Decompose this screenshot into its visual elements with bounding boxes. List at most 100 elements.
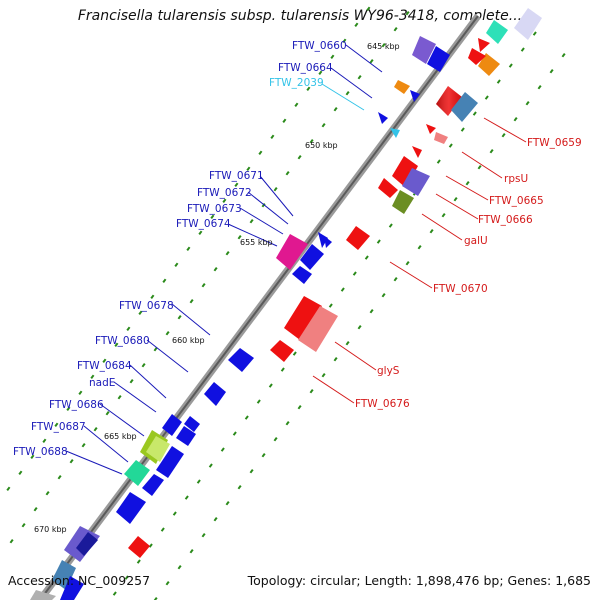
tick-mark [381,42,386,48]
gene-galU[interactable] [392,190,414,214]
gene-ftw-0660[interactable] [412,36,450,72]
tick-mark [124,575,129,580]
tick-mark [256,399,261,404]
tick-mark [270,134,275,139]
tick-mark [210,214,215,219]
gene-ftw-0686[interactable] [140,430,170,464]
genome-backbone [37,13,481,600]
tick-mark [249,469,254,474]
tick-mark [189,548,194,554]
tick-mark [150,294,155,299]
tick-mark [345,91,350,96]
tick-mark [117,395,122,400]
tick-mark [472,111,477,116]
gene-ftw-0673[interactable] [276,234,308,270]
gene-ftw-0659[interactable] [436,86,462,116]
tick-mark [376,239,381,244]
gene-ftw-0664[interactable] [394,80,420,102]
gene-glyS[interactable] [284,296,338,352]
kbp-label-655: 655 kbp [240,238,273,247]
tick-mark [237,235,242,240]
gene-ftw-0688[interactable] [116,460,164,524]
label-ftw-0672: FTW_0672 [197,187,252,199]
gene-ftw-0676[interactable] [270,340,294,362]
tick-mark [357,325,362,330]
tick-mark [352,271,357,276]
gene-teal-top[interactable] [486,20,508,44]
label-ftw-0687: FTW_0687 [31,421,86,433]
tick-mark [306,86,311,91]
tick-mark [160,527,165,532]
tick-mark [460,127,465,132]
gene-features [30,8,542,600]
tick-mark [246,166,251,171]
gene-ftw-0678[interactable] [228,348,254,372]
tick-mark [309,139,314,144]
tick-mark [177,564,182,570]
tick-mark [381,293,386,298]
tick-mark [69,459,74,464]
tick-mark [208,463,213,468]
accession-text: Accession: NC_009257 [8,573,151,588]
tick-mark [148,543,153,548]
tick-mark [342,38,347,44]
tick-mark [258,150,263,155]
tick-mark [436,159,441,164]
gene-ftw-0680[interactable] [204,382,226,406]
tick-mark [364,255,369,260]
gene-ftw-0684[interactable] [184,416,200,432]
label-ftw-0676: FTW_0676 [355,398,410,410]
tick-mark [9,538,14,544]
tick-mark [513,117,518,122]
tick-mark [201,283,206,288]
gene-ftw-0674[interactable] [292,244,324,284]
tick-mark [153,347,158,352]
label-ftw-0659: FTW_0659 [527,137,582,149]
tick-mark [126,326,131,331]
tick-mark [294,102,299,107]
tick-mark [561,53,566,58]
gene-bottom-left[interactable] [30,526,150,600]
tick-mark [141,363,146,368]
tick-mark [186,246,191,251]
gene-ftw-0670[interactable] [346,226,370,250]
gene-ftw-0687[interactable] [156,446,184,478]
gene-ftw-0665[interactable] [378,146,430,198]
gene-rpsU[interactable] [426,124,448,144]
tick-mark [213,516,218,522]
summary-text: Topology: circular; Length: 1,898,476 bp… [247,573,591,588]
tick-mark [477,165,482,170]
gene-orange-1[interactable] [478,53,500,76]
gene-ftw-0671[interactable] [318,232,332,248]
tick-mark [273,187,278,192]
gene-lavender-top[interactable] [514,8,542,40]
tick-mark [405,11,410,16]
tick-mark [225,501,230,506]
tick-mark [330,54,335,60]
label-ftw-2039: FTW_2039 [269,77,324,89]
tick-mark [78,390,83,395]
tick-mark [448,143,453,148]
tick-mark [66,406,71,411]
tick-mark [388,223,393,228]
gene-nadE[interactable] [162,414,196,446]
tick-mark [105,411,110,416]
tick-mark [417,245,422,250]
tick-mark [172,511,177,516]
tick-mark [532,31,537,36]
label-ftw-0686: FTW_0686 [49,399,104,411]
tick-mark [549,69,554,74]
gene-ftw-2039[interactable] [378,112,400,138]
tick-mark [484,95,489,100]
tick-mark [345,341,350,346]
tick-mark [114,342,119,347]
gene-steelblue-1[interactable] [451,92,478,122]
tick-mark [280,367,285,372]
tick-mark [282,118,287,123]
gene-red-top[interactable] [468,38,490,65]
label-rpsU: rpsU [504,173,528,185]
tick-mark [196,479,201,484]
tick-mark [189,299,194,304]
label-ftw-0665: FTW_0665 [489,195,544,207]
label-ftw-0673: FTW_0673 [187,203,242,215]
